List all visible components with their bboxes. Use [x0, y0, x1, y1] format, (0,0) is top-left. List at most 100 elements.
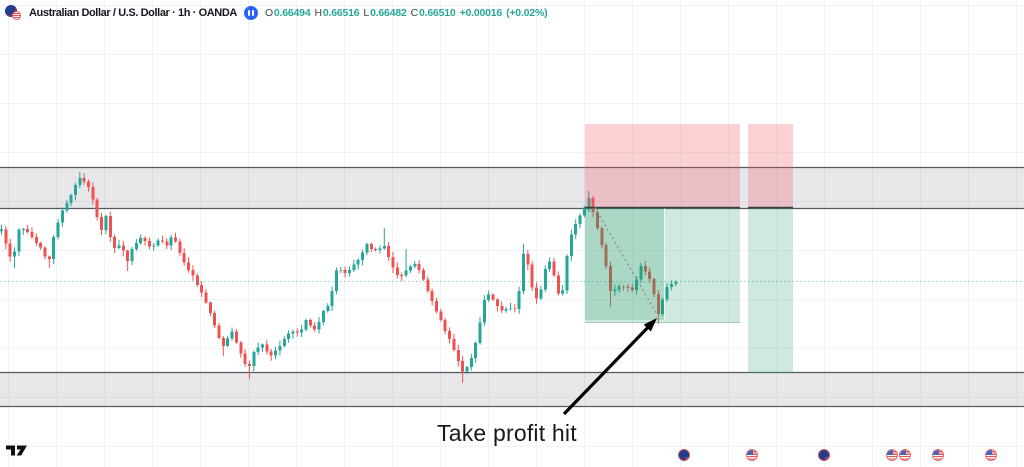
- close-value: 0.66510: [419, 6, 456, 19]
- dashed-trendline[interactable]: [591, 202, 658, 315]
- support-zone-fill: [0, 372, 1024, 406]
- economic-event-flag-icon[interactable]: [886, 449, 898, 461]
- take-profit-annotation-text[interactable]: Take profit hit: [437, 420, 577, 446]
- candle-body: [635, 279, 639, 290]
- economic-event-flag-icon[interactable]: [899, 449, 911, 461]
- candle-body: [556, 275, 560, 294]
- candle-body: [208, 302, 212, 313]
- candle-body: [378, 248, 382, 250]
- candle-body: [230, 331, 234, 339]
- candle-body: [369, 243, 373, 250]
- economic-event-flag-icon[interactable]: [818, 449, 830, 461]
- annotation-arrow[interactable]: [562, 318, 657, 416]
- candle-body: [548, 261, 552, 270]
- candle-body: [104, 216, 108, 231]
- candle-body: [665, 286, 669, 300]
- candle-body: [226, 338, 230, 346]
- candle-body: [95, 199, 99, 218]
- candle-body: [622, 286, 626, 288]
- low-label: L: [363, 6, 370, 19]
- candle-body: [382, 245, 386, 249]
- candle-body: [448, 330, 452, 340]
- candle-body: [313, 325, 317, 330]
- candle-body: [591, 198, 595, 212]
- candle-body: [252, 351, 256, 367]
- change-percent: (+0.02%): [506, 6, 548, 19]
- currency-pair-icon: [5, 4, 22, 21]
- tradingview-logo[interactable]: [6, 444, 28, 457]
- pause-bar-icon: [248, 9, 251, 16]
- candle-body: [143, 237, 147, 242]
- candle-body: [530, 264, 534, 288]
- ohlc-close: C 0.66510: [411, 7, 456, 19]
- candle-body: [417, 264, 421, 270]
- candle-body: [395, 267, 399, 276]
- candle-body: [582, 207, 586, 216]
- economic-event-flag-icon[interactable]: [678, 449, 690, 461]
- candle-body: [26, 229, 30, 233]
- candle-body: [195, 275, 199, 285]
- candle-body: [165, 241, 169, 246]
- candle-body: [147, 241, 151, 247]
- candle-body: [200, 284, 204, 293]
- candle-body: [404, 270, 408, 276]
- stop-loss-zone[interactable]: [748, 124, 793, 207]
- ohlc-readout: O 0.66494 H 0.66516 L 0.66482 C 0.66510 …: [265, 6, 548, 19]
- economic-event-flag-icon[interactable]: [746, 449, 758, 461]
- candle-body: [643, 265, 647, 272]
- candle-body: [182, 253, 186, 263]
- candle-body: [152, 245, 156, 247]
- candle-body: [56, 222, 60, 238]
- candle-body: [513, 308, 517, 310]
- stop-loss-zone[interactable]: [585, 124, 740, 207]
- candle-body: [247, 363, 251, 367]
- candle-body: [330, 290, 334, 307]
- candle-body: [278, 345, 282, 351]
- candle-body: [508, 308, 512, 310]
- candle-body: [609, 265, 612, 291]
- candle-body: [113, 236, 117, 248]
- candle-body: [134, 242, 138, 250]
- symbol-title[interactable]: Australian Dollar / U.S. Dollar · 1h · O…: [29, 6, 237, 19]
- candle-body: [213, 312, 217, 326]
- candle-body: [308, 319, 312, 326]
- take-profit-zone[interactable]: [585, 207, 740, 322]
- candle-body: [456, 350, 460, 362]
- candle-body: [639, 265, 643, 280]
- candle-body: [478, 322, 482, 343]
- candle-body: [465, 366, 469, 372]
- candle-body: [630, 287, 634, 290]
- candle-body: [552, 261, 556, 276]
- candle-body: [82, 178, 86, 182]
- chart-legend: Australian Dollar / U.S. Dollar · 1h · O…: [5, 4, 548, 21]
- candle-body: [0, 229, 3, 231]
- candle-body: [274, 350, 278, 356]
- resistance-zone-band[interactable]: [0, 166, 1024, 210]
- candle-body: [426, 279, 430, 292]
- candle-body: [522, 254, 525, 292]
- take-profit-zone[interactable]: [748, 207, 793, 372]
- candle-body: [34, 237, 38, 243]
- candle-body: [117, 245, 121, 248]
- candle-body: [317, 321, 321, 330]
- candle-body: [130, 249, 134, 261]
- candle-body: [656, 293, 660, 315]
- long-position-tool-1[interactable]: [585, 124, 740, 323]
- support-zone-band[interactable]: [0, 371, 1024, 408]
- candle-body: [204, 292, 208, 303]
- long-position-tool-2[interactable]: [748, 124, 793, 373]
- economic-event-flag-icon[interactable]: [985, 449, 997, 461]
- market-status-pause-icon[interactable]: [243, 5, 258, 20]
- candle-body: [174, 237, 177, 242]
- candle-body: [352, 264, 356, 271]
- candle-body: [452, 339, 456, 351]
- candle-body: [600, 228, 604, 245]
- candle-body: [47, 256, 51, 260]
- candle-body: [300, 329, 304, 333]
- candle-body: [565, 255, 569, 291]
- candle-body: [65, 202, 69, 211]
- candle-body: [443, 319, 447, 331]
- economic-event-flag-icon[interactable]: [932, 449, 944, 461]
- ohlc-high: H 0.66516: [314, 7, 359, 19]
